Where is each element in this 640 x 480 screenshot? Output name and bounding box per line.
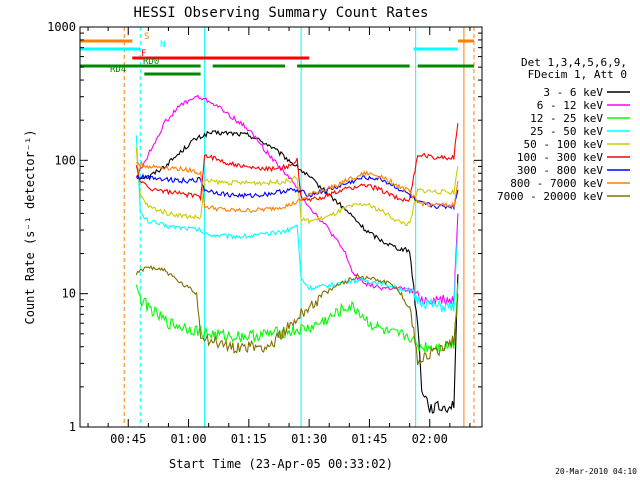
y-axis-label: Count Rate (s⁻¹ detector⁻¹) (23, 129, 37, 324)
x-tick-label-1: 01:00 (170, 432, 206, 446)
legend-label-8: 7000 - 20000 keV (497, 190, 603, 203)
legend-label-3: 25 - 50 keV (530, 125, 603, 138)
y-tick-label-1: 10 (62, 287, 76, 301)
flag-s-label: S (144, 32, 149, 42)
vertical-markers (123, 27, 475, 427)
legend-label-1: 6 - 12 keV (537, 99, 604, 112)
legend: Det 1,3,4,5,6,9, FDecim 1, Att 0 3 - 6 k… (497, 56, 630, 203)
legend-label-0: 3 - 6 keV (543, 86, 603, 99)
y-tick-label-2: 100 (54, 153, 76, 167)
series-line-3 (135, 135, 459, 313)
x-tick-label-5: 02:00 (412, 432, 448, 446)
legend-label-2: 12 - 25 keV (530, 112, 603, 125)
legend-label-6: 300 - 800 keV (517, 164, 603, 177)
generation-timestamp: 20-Mar-2010 04:10 (555, 467, 637, 476)
y-tick-label-0: 1 (69, 420, 76, 434)
series-line-8 (135, 264, 459, 366)
series-line-7 (135, 160, 459, 213)
legend-header-line1: Det 1,3,4,5,6,9, (521, 56, 627, 69)
plot-frame (79, 26, 483, 428)
x-tick-label-2: 01:15 (231, 432, 267, 446)
flag-rd4-label: RD4 (110, 65, 126, 75)
chart-title-text: HESSI Observing Summary Count Rates (133, 5, 428, 21)
y-axis: 1 10 100 1000 (47, 20, 482, 434)
chart-title: HESSI Observing Summary Count Rates (133, 5, 428, 21)
flag-f-label: F (141, 49, 146, 59)
flag-n-label: N (160, 40, 165, 50)
legend-label-4: 50 - 100 keV (524, 138, 604, 151)
series-line-0 (135, 130, 459, 414)
series-line-2 (135, 283, 459, 354)
x-axis-label: Start Time (23-Apr-05 00:33:02) (169, 457, 393, 471)
x-tick-label-4: 01:45 (351, 432, 387, 446)
y-tick-label-3: 1000 (47, 20, 76, 34)
x-axis: 00:45 01:00 01:15 01:30 01:45 02:00 (87, 27, 471, 446)
series-line-5 (135, 123, 459, 203)
series-lines (135, 94, 459, 414)
flag-rd0-label: RD0 (143, 57, 159, 67)
series-line-4 (135, 147, 459, 226)
legend-header-line2: FDecim 1, Att 0 (528, 68, 627, 81)
x-tick-label-0: 00:45 (110, 432, 146, 446)
legend-label-7: 800 - 7000 keV (510, 177, 603, 190)
legend-label-5: 100 - 300 keV (517, 151, 603, 164)
x-tick-label-3: 01:30 (291, 432, 327, 446)
series-line-1 (135, 94, 459, 306)
